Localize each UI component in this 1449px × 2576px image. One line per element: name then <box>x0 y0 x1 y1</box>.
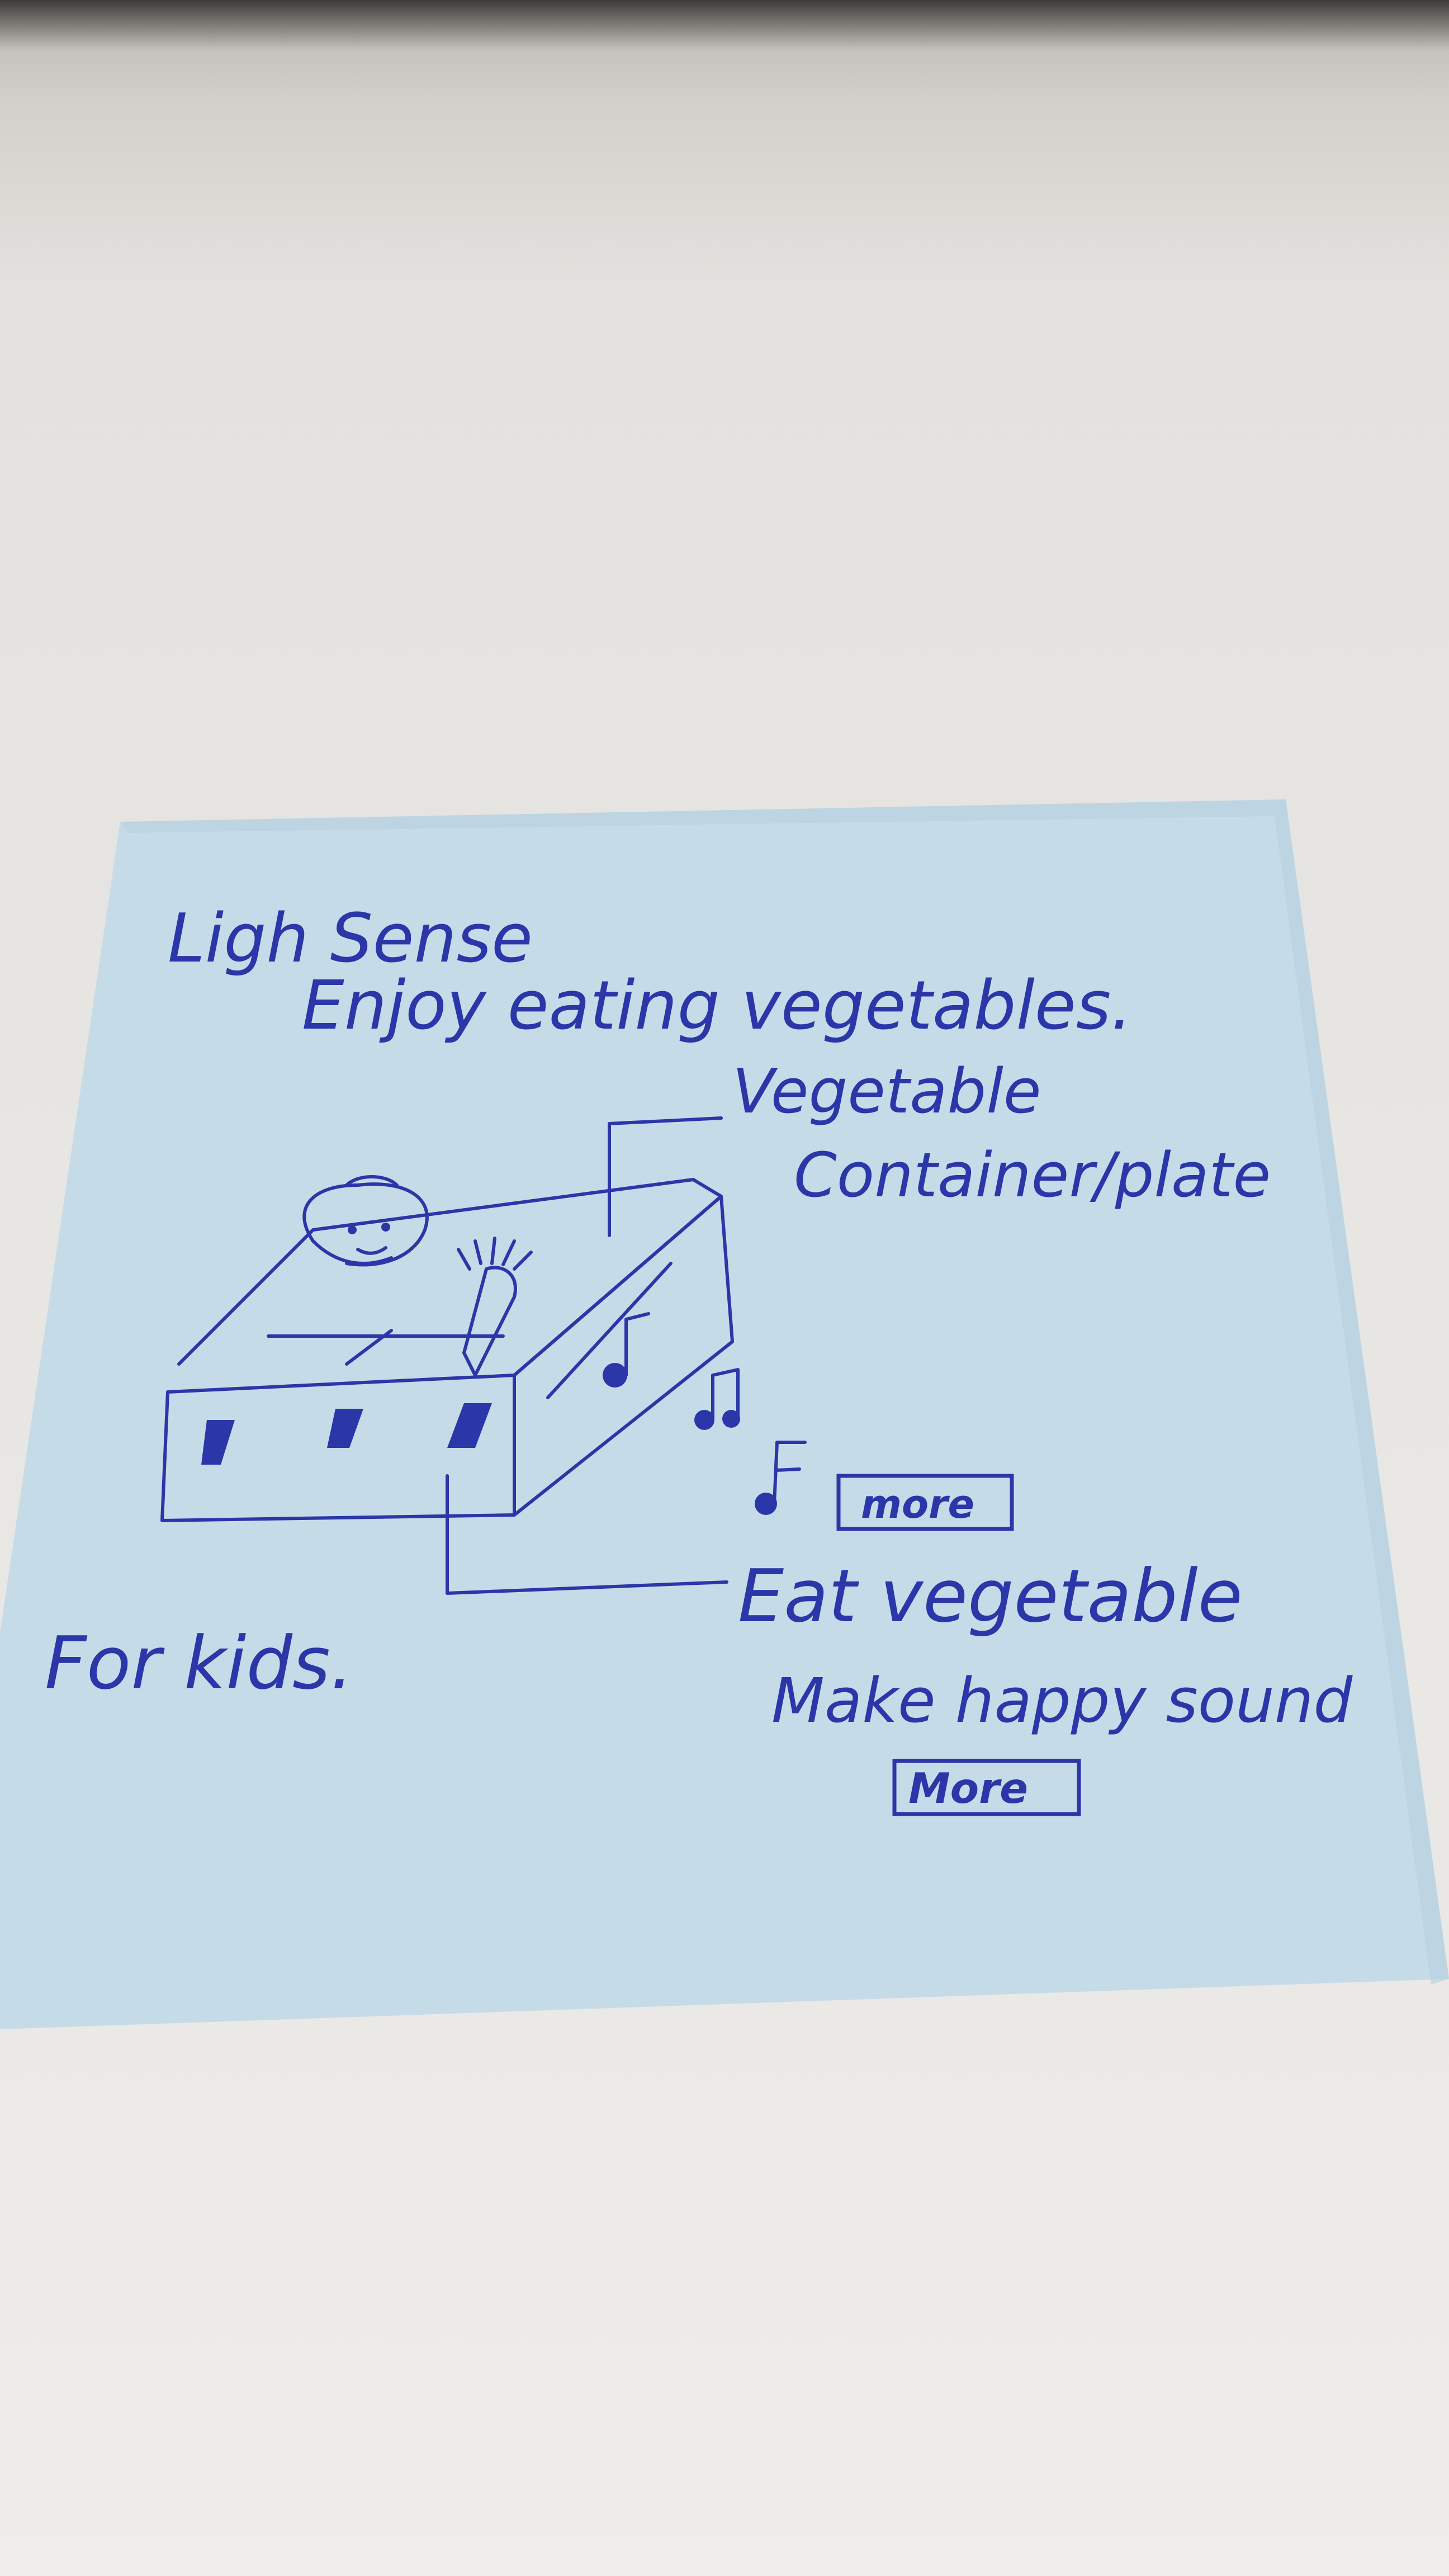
label-container-plate: Container/plate <box>794 1139 1271 1211</box>
plate-sketch <box>160 1116 734 1595</box>
label-eat-vegetable: Eat vegetable <box>738 1554 1243 1639</box>
desk-shadow <box>0 0 1449 50</box>
sticky-note-canvas: Ligh Sense Enjoy eating vegetables. Vege… <box>0 799 1449 2029</box>
front-slot-3 <box>447 1403 492 1448</box>
more-label-1: more <box>861 1481 974 1527</box>
label-for-kids: For kids. <box>45 1621 353 1706</box>
music-note-icon <box>603 1312 807 1515</box>
front-slot-2 <box>327 1409 363 1448</box>
label-make-happy-sound: Make happy sound <box>771 1665 1353 1736</box>
note-subtitle: Enjoy eating vegetables. <box>302 967 1132 1045</box>
more-box-2 <box>892 1759 1081 1816</box>
more-box-1 <box>836 1474 1014 1531</box>
label-vegetable: Vegetable <box>732 1055 1041 1127</box>
note-title: Ligh Sense <box>168 900 533 978</box>
child-face-icon <box>302 1175 429 1267</box>
more-label-2: More <box>908 1764 1028 1813</box>
sticky-note: Ligh Sense Enjoy eating vegetables. Vege… <box>0 783 1449 2046</box>
front-slot-1 <box>201 1420 235 1465</box>
carrot-icon <box>457 1237 533 1377</box>
